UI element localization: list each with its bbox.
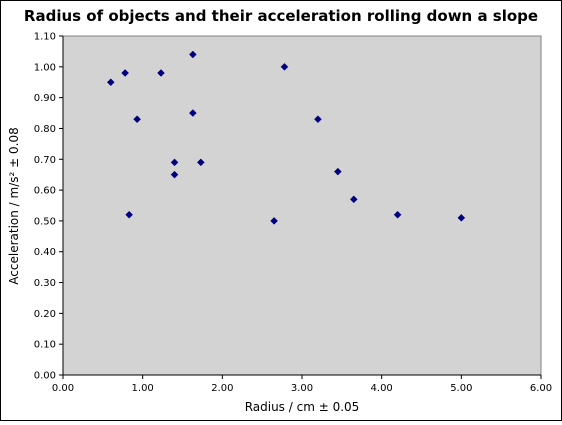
x-tick-label: 6.00 bbox=[530, 383, 552, 394]
y-tick-label: 0.70 bbox=[34, 155, 56, 166]
x-tick-label: 0.00 bbox=[52, 383, 74, 394]
y-axis-title: Acceleration / m/s² ± 0.08 bbox=[7, 127, 21, 284]
y-tick-label: 0.00 bbox=[34, 371, 56, 382]
y-tick-label: 0.80 bbox=[34, 124, 56, 135]
plot-area bbox=[63, 36, 541, 375]
chart-title: Radius of objects and their acceleration… bbox=[24, 7, 538, 25]
y-tick-label: 0.90 bbox=[34, 93, 56, 104]
x-tick-label: 2.00 bbox=[211, 383, 233, 394]
x-tick-label: 1.00 bbox=[132, 383, 154, 394]
x-tick-label: 3.00 bbox=[291, 383, 313, 394]
x-tick-label: 4.00 bbox=[371, 383, 393, 394]
x-tick-label: 5.00 bbox=[450, 383, 472, 394]
y-tick-label: 0.40 bbox=[34, 247, 56, 258]
y-tick-label: 0.10 bbox=[34, 340, 56, 351]
y-tick-label: 0.30 bbox=[34, 278, 56, 289]
y-tick-label: 1.10 bbox=[34, 32, 56, 43]
y-tick-label: 1.00 bbox=[34, 62, 56, 73]
y-tick-label: 0.20 bbox=[34, 309, 56, 320]
y-tick-label: 0.60 bbox=[34, 186, 56, 197]
x-axis-title: Radius / cm ± 0.05 bbox=[245, 400, 360, 414]
y-tick-label: 0.50 bbox=[34, 216, 56, 227]
